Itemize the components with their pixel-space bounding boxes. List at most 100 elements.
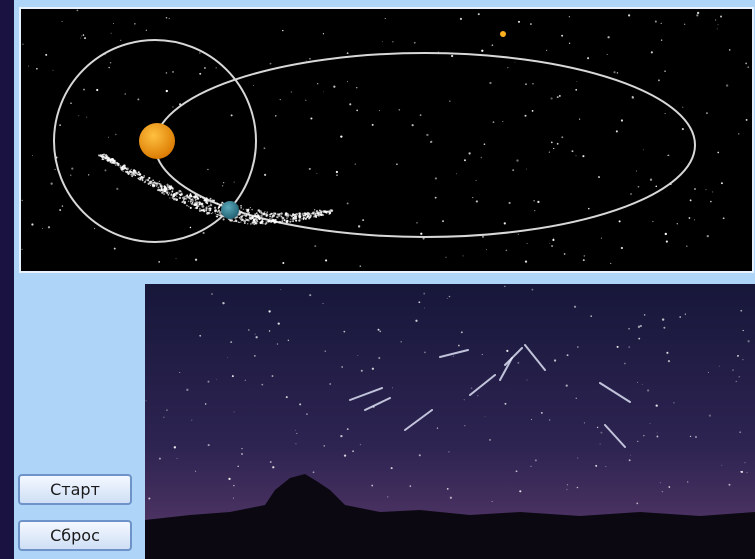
dust-particle <box>236 216 238 218</box>
star <box>468 152 470 154</box>
dust-particle <box>193 201 194 202</box>
star <box>717 28 718 29</box>
star <box>541 412 543 414</box>
dust-particle <box>291 215 293 217</box>
star <box>309 294 311 296</box>
star <box>574 306 576 308</box>
dust-particle <box>139 177 140 178</box>
star <box>569 16 570 17</box>
star <box>668 360 670 362</box>
dust-particle <box>293 213 294 214</box>
star <box>280 99 281 100</box>
dust-particle <box>172 197 174 199</box>
star <box>515 62 516 63</box>
dust-particle <box>205 209 207 211</box>
dust-particle <box>167 190 168 191</box>
star <box>314 245 316 247</box>
dust-particle <box>150 185 151 186</box>
reset-button[interactable]: Сброс <box>18 520 132 551</box>
star <box>628 14 630 16</box>
star <box>306 413 307 414</box>
star <box>22 44 23 45</box>
dust-particle <box>138 174 140 176</box>
star <box>630 455 631 456</box>
star <box>723 217 725 219</box>
star <box>664 70 665 71</box>
star <box>166 409 168 411</box>
star <box>461 331 463 333</box>
star <box>270 63 272 65</box>
dust-particle <box>190 200 192 202</box>
star <box>708 372 709 373</box>
star <box>552 239 554 241</box>
star <box>673 402 674 403</box>
star <box>158 261 160 263</box>
dust-particle <box>198 201 201 204</box>
star <box>295 430 296 431</box>
star <box>113 23 114 24</box>
star <box>517 362 519 364</box>
star <box>546 50 547 51</box>
star <box>313 471 315 473</box>
star <box>637 441 638 442</box>
star <box>506 250 508 252</box>
star <box>476 200 478 202</box>
star <box>505 403 507 405</box>
star <box>682 128 684 130</box>
start-button[interactable]: Старт <box>18 474 132 505</box>
star <box>278 322 280 324</box>
star <box>305 100 306 101</box>
star <box>323 445 325 447</box>
star <box>59 209 61 211</box>
dust-particle <box>98 155 99 156</box>
dust-particle <box>246 210 249 213</box>
star <box>195 471 196 472</box>
dust-particle <box>200 197 201 198</box>
star <box>264 174 266 176</box>
star <box>296 433 297 434</box>
star <box>437 427 438 428</box>
star <box>525 83 527 85</box>
dust-particle <box>195 208 196 209</box>
star <box>655 186 657 188</box>
dust-particle <box>215 203 216 204</box>
dust-particle <box>320 213 323 216</box>
star <box>54 169 55 170</box>
star <box>48 226 50 228</box>
star <box>554 359 556 361</box>
star <box>268 310 270 312</box>
star <box>341 366 343 368</box>
dust-particle <box>281 216 282 217</box>
star <box>50 182 52 184</box>
dust-particle <box>319 209 321 211</box>
star <box>629 459 631 461</box>
star <box>199 73 201 75</box>
dust-particle <box>252 221 254 223</box>
star <box>84 37 86 39</box>
dust-particle <box>161 189 164 192</box>
star <box>696 14 698 16</box>
star <box>396 163 398 165</box>
star <box>583 259 585 261</box>
star <box>205 403 206 404</box>
star <box>71 168 73 170</box>
star <box>485 416 486 417</box>
star <box>280 289 281 290</box>
star <box>447 298 448 299</box>
star <box>172 107 173 108</box>
dust-particle <box>267 211 269 213</box>
dust-particle <box>105 156 108 159</box>
dust-particle <box>102 154 103 155</box>
star <box>256 336 258 338</box>
star <box>504 286 505 287</box>
star <box>605 466 606 467</box>
dust-particle <box>167 188 168 189</box>
star <box>636 171 637 172</box>
star <box>343 331 345 333</box>
star <box>748 340 750 342</box>
star <box>340 435 342 437</box>
star <box>116 188 118 190</box>
star <box>632 96 634 98</box>
star <box>561 35 563 37</box>
dust-particle <box>318 214 321 217</box>
